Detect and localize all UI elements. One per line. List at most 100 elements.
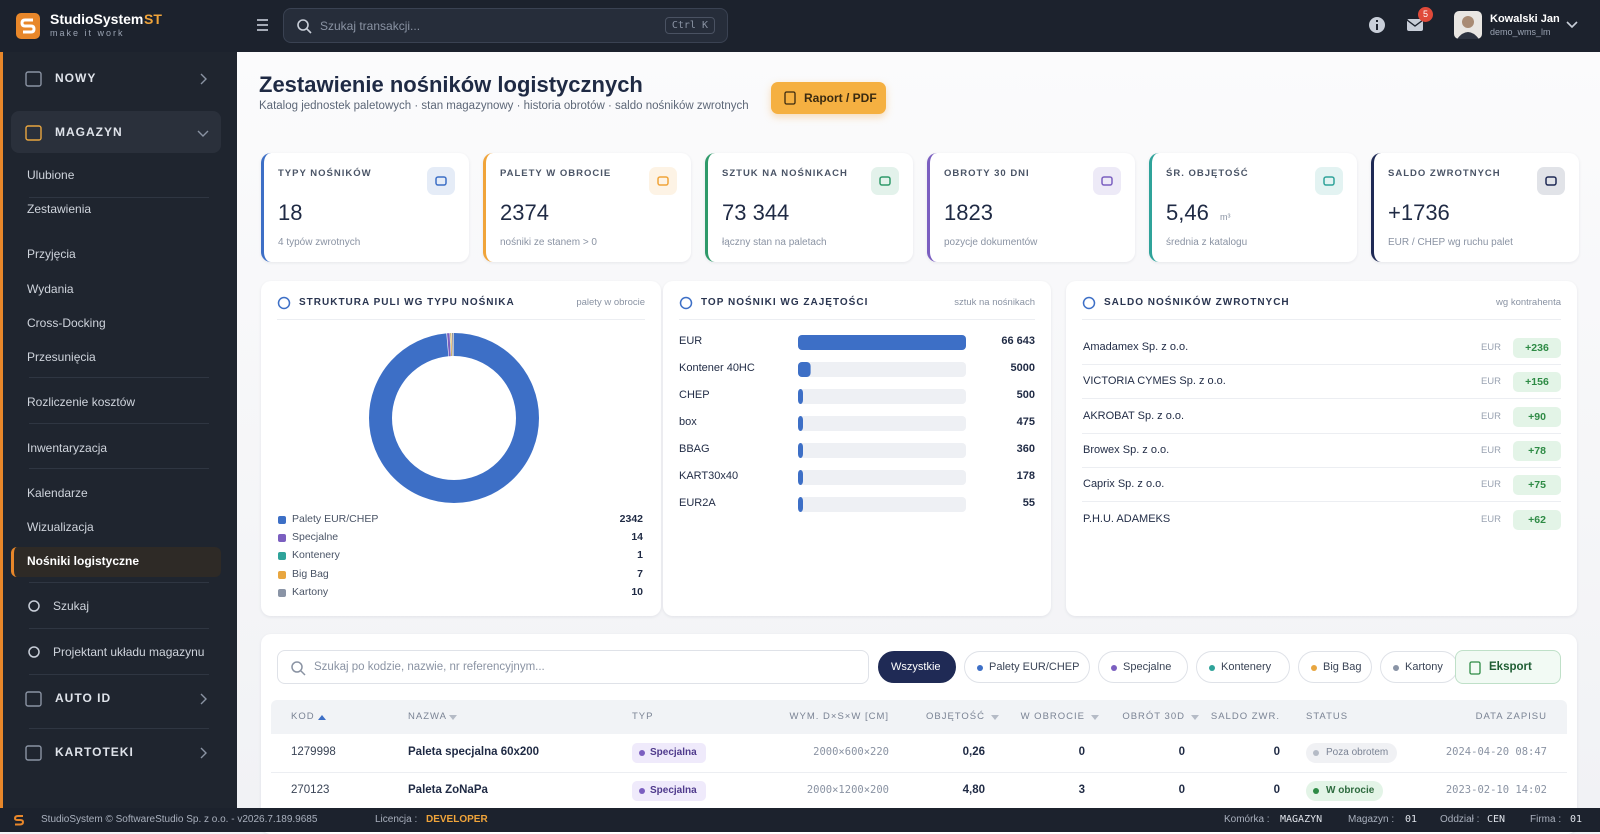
sidebar-divider [29,582,209,583]
type-pill: Specjalna [632,781,706,801]
sort-arrow [991,715,999,720]
sidebar-divider [29,197,209,198]
table-cell: Paleta specjalna 60x200 [408,746,540,758]
export-button[interactable]: Eksport [1455,650,1561,684]
pdf-icon [784,91,796,105]
panel-title: SALDO NOŚNIKÓW ZWROTNYCH [1104,297,1290,308]
bar [798,497,803,512]
kpi-value: 73 344 [722,200,790,225]
sidebar-divider [29,468,209,469]
saldo-panel: SALDO NOŚNIKÓW ZWROTNYCH wg kontrahenta Am… [1066,281,1577,616]
kpi-value: 2374 [500,200,549,225]
glyph [1101,176,1113,186]
sidebar-link[interactable]: Wizualizacja [27,520,94,534]
kpi-card: ŚR. OBJĘTOŚĆ 5,46 m³ średnia z katalogu [1149,153,1357,262]
counterparty: Amadamex Sp. z o.o. [1083,341,1189,353]
sidebar-link[interactable]: Ulubione [27,168,75,182]
sidebar-link[interactable]: Inwentaryzacja [27,441,108,455]
sidebar-divider [29,728,209,729]
logo-mark [20,18,36,34]
column-header[interactable]: NAZWA [408,711,447,722]
footer-value: 01 [1405,814,1418,825]
search-box[interactable]: Szukaj transakcji... Ctrl K [283,8,728,43]
column-header[interactable]: W OBROCIE [1020,711,1085,722]
legend-swatch [278,570,286,579]
sidebar-group[interactable]: AUTO ID [55,691,112,705]
filter-label: Specjalne [1123,661,1172,673]
panel-icon-shape [679,296,693,310]
column-header[interactable]: KOD [291,711,315,722]
bar [798,443,803,458]
saldo-value: +156 [1513,372,1561,393]
sidebar-link[interactable]: Przyjęcia [27,247,76,261]
donut-panel: STRUKTURA PULI WG TYPU NOŚNIKA palety w o… [261,281,661,616]
group-highlight [11,111,221,153]
sidebar-divider [29,674,209,675]
bar-track [798,389,966,404]
notification-badge: 5 [1418,7,1433,22]
kpi-icon [649,167,677,195]
mail-button [1406,19,1424,31]
bar-value: 178 [1016,470,1035,482]
sidebar-group[interactable]: KARTOTEKI [55,745,134,759]
sidebar-group[interactable]: NOWY [55,71,97,85]
menu-toggle [257,19,268,31]
kpi-value: 1823 [944,200,993,225]
shortcut: Ctrl K [664,17,715,34]
panel-icon-shape [1082,296,1096,310]
sidebar-link[interactable]: Nośniki logistyczne [27,554,140,568]
sidebar-link[interactable]: Kalendarze [27,486,88,500]
sidebar-link[interactable]: Zestawienia [27,202,92,216]
kpi-unit: m³ [1220,212,1231,222]
carrier-unit: EUR [1480,410,1501,422]
sidebar-group[interactable]: MAGAZYN [55,125,123,139]
legend-label: Kartony [292,585,329,598]
group-chevron [200,73,207,85]
filter-chip[interactable]: Kontenery [1196,651,1290,683]
user-login: demo_wms_lm [1490,27,1551,37]
sort-indicator [317,715,326,720]
panel-divider [679,319,1035,320]
kpi-label: PALETY W OBROCIE [500,168,612,179]
active-link-bg [11,547,221,577]
sidebar-link[interactable]: Przesunięcia [27,350,96,364]
report-button[interactable]: Raport / PDF [771,82,886,114]
filter-label: Kontenery [1221,661,1272,673]
filter-chip[interactable]: Palety EUR/CHEP [964,651,1090,683]
kpi-icon [1537,167,1565,195]
filter-dot [1209,665,1215,671]
sort-indicator [448,715,457,720]
bar-label: EUR [679,335,703,347]
column-header[interactable]: OBJĘTOŚĆ [925,711,985,722]
avatar-head [1462,16,1474,28]
link-icon-shape [28,646,40,658]
kpi-icon [1093,167,1121,195]
row-divider [1082,398,1561,400]
sort-indicator [1091,715,1099,720]
top-bar: StudioSystem ST make it work Szukaj transak… [0,0,1600,52]
sidebar-link[interactable]: Cross-Docking [27,316,106,330]
filter-chip[interactable]: Specjalne [1098,651,1188,683]
sidebar-link[interactable]: Projektant układu magazynu [53,645,205,659]
sidebar-link[interactable]: Wydania [27,282,74,296]
counterparty: AKROBAT Sp. z o.o. [1083,409,1185,422]
column-header[interactable]: OBRÓT 30D [1122,711,1185,722]
table-cell: 0 [1273,784,1280,796]
kpi-label: TYPY NOŚNIKÓW [278,168,372,179]
table-search[interactable]: Szukaj po kodzie, nazwie, nr referencyjn… [277,650,869,684]
carrier-unit: EUR [1480,513,1501,525]
user-name: Kowalski Jan [1490,13,1560,25]
kpi-label: SZTUK NA NOŚNIKACH [722,168,848,179]
track [798,443,966,458]
filter-chip[interactable]: Wszystkie [878,651,956,683]
info-button [1369,17,1385,33]
filter-chip[interactable]: Big Bag [1298,651,1372,683]
bar-label: KART30x40 [679,470,739,482]
sidebar-link[interactable]: Rozliczenie kosztów [27,395,136,409]
counterparty: P.H.U. ADAMEKS [1083,512,1171,525]
filter-chip[interactable]: Kartony [1380,651,1458,683]
table-cell: 0,26 [962,746,985,758]
sidebar-divider [29,423,209,424]
brand-name: StudioSystem [50,11,144,27]
sidebar-link[interactable]: Szukaj [53,599,90,613]
